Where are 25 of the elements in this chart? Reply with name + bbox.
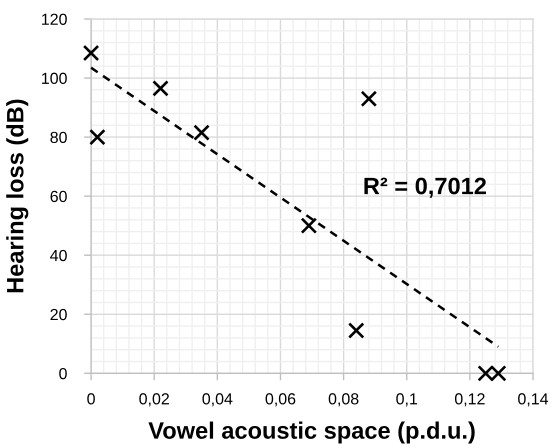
x-tick-label: 0,12 (454, 393, 485, 406)
x-tick-label: 0 (87, 393, 95, 404)
x-tick-label: 0,04 (202, 393, 232, 406)
x-tick-label: 0,06 (266, 393, 296, 406)
x-tick-label: 0,02 (139, 393, 169, 406)
point (89, 128, 106, 146)
y-tick-label: 100 (42, 72, 67, 84)
x-tick-label: 0,14 (518, 393, 548, 406)
point (360, 90, 378, 107)
y-tick-label: 20 (50, 308, 67, 320)
annotation: R² = 0,7012 (364, 178, 486, 198)
y-tick-label: 60 (50, 190, 67, 202)
point (348, 322, 365, 339)
y-tick-label: 120 (42, 14, 67, 25)
point (300, 217, 318, 234)
x-axis-title: Vowel acoustic space (p.d.u.) (148, 422, 475, 444)
y-tick-label: 80 (50, 132, 67, 144)
x-tick-label: 0,1 (396, 393, 418, 406)
y-tick-label: 40 (50, 250, 67, 262)
point (152, 80, 169, 97)
x-tick-label: 0,08 (328, 393, 358, 406)
y-tick-label: 0 (59, 368, 67, 380)
point (193, 124, 210, 141)
y-axis-title: Hearing loss (dB) (6, 100, 28, 292)
point (82, 44, 100, 62)
